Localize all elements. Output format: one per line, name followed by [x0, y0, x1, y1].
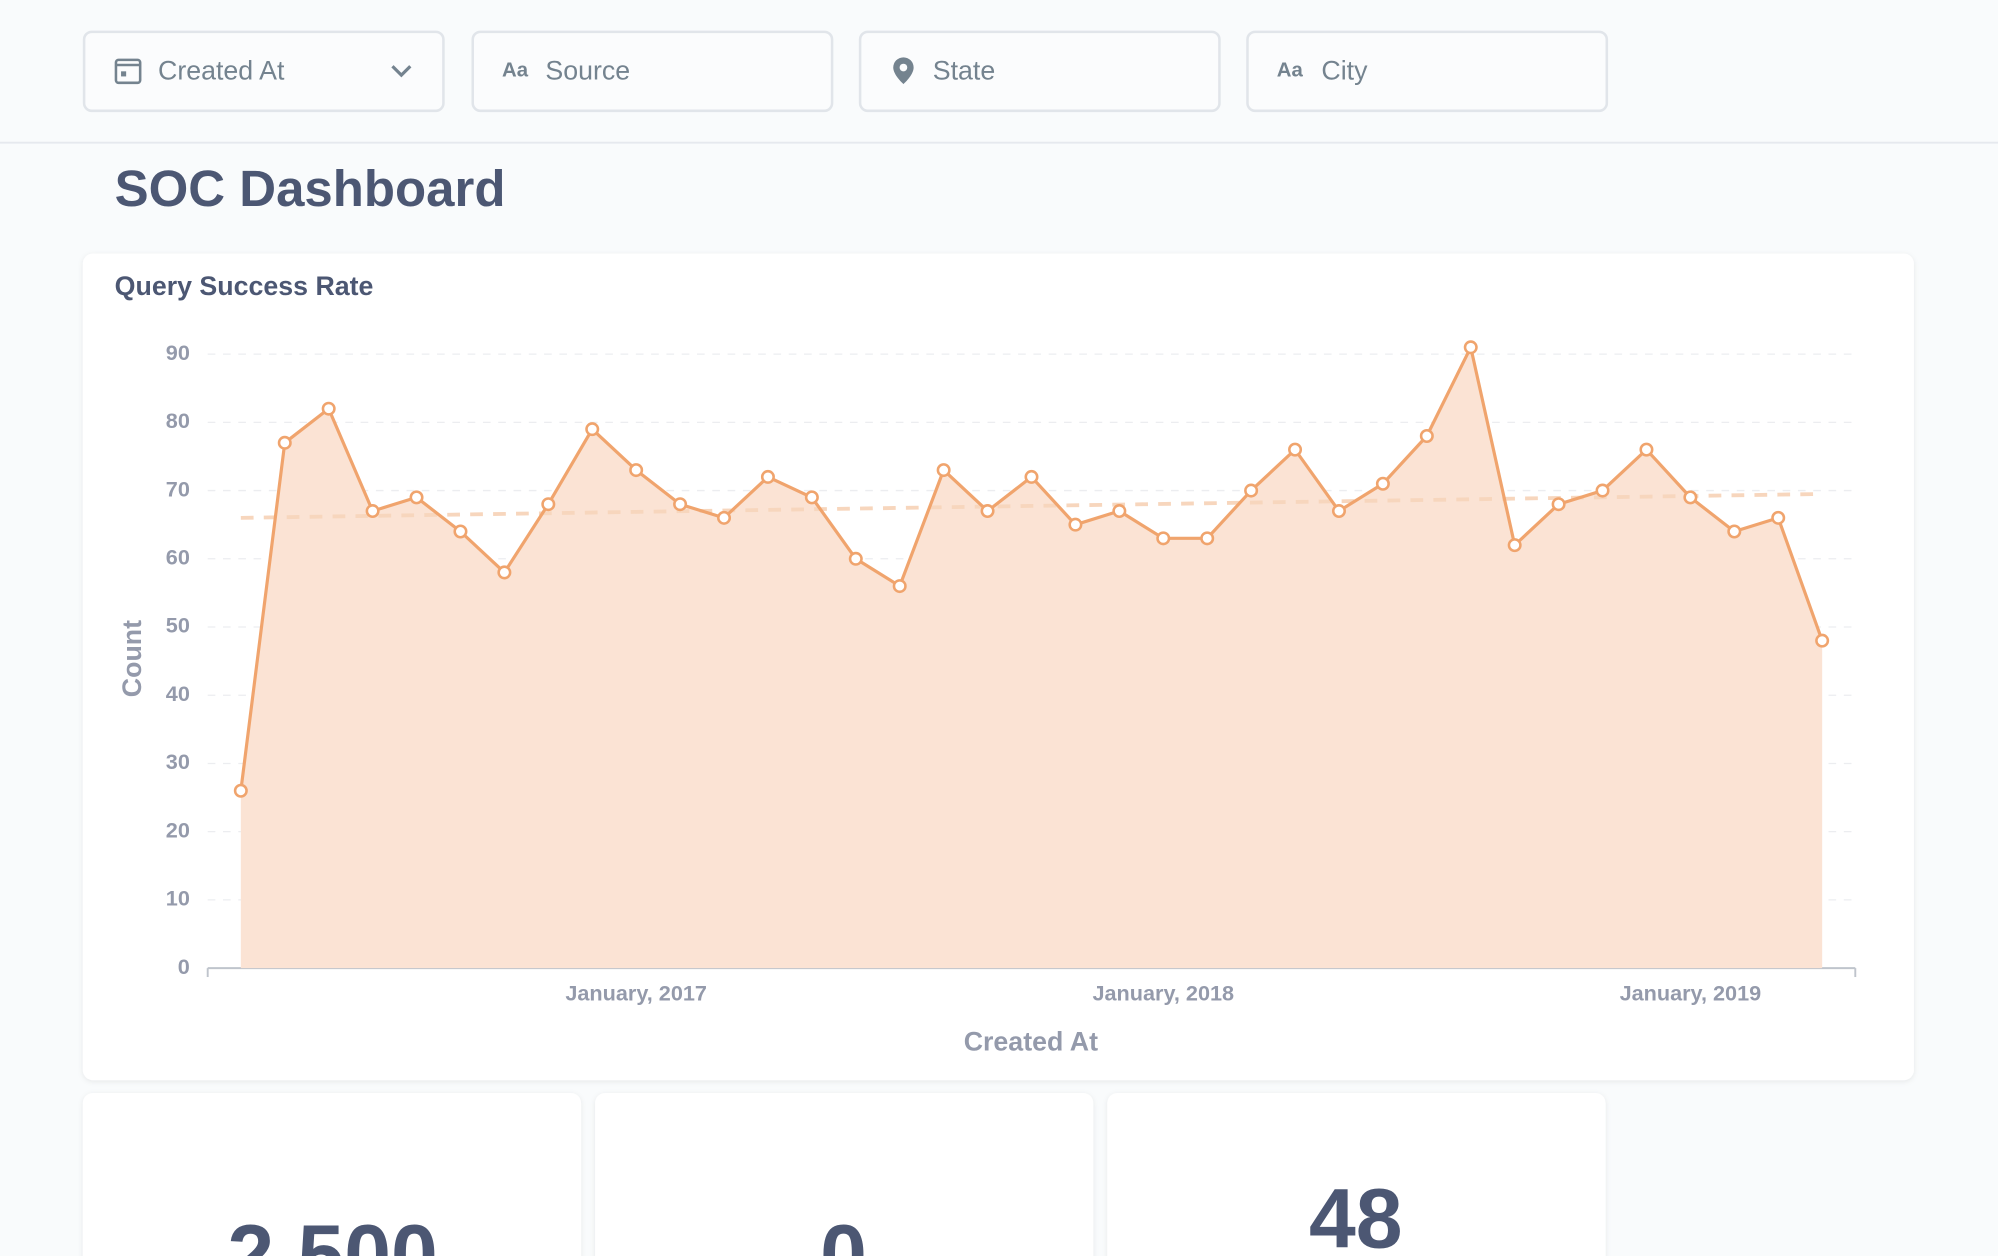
- filter-box[interactable]: [1246, 30, 1609, 113]
- x-tick-label: January, 2018: [1092, 981, 1234, 1006]
- y-axis-label: Count: [117, 620, 147, 697]
- filter-box[interactable]: [858, 30, 1221, 113]
- point: [1068, 517, 1083, 532]
- calendar-icon-dot: [121, 71, 127, 77]
- y-tick-label: 0: [178, 954, 190, 979]
- filter-source[interactable]: Aa Source: [471, 30, 834, 113]
- y-tick-label: 60: [166, 545, 190, 570]
- point: [321, 401, 336, 416]
- point: [892, 579, 907, 594]
- point: [1331, 504, 1346, 519]
- point: [1551, 497, 1566, 512]
- text-icon: Aa: [1277, 60, 1304, 82]
- x-axis-label: Created At: [964, 1026, 1098, 1056]
- y-tick-label: 50: [166, 613, 190, 638]
- point: [1771, 510, 1786, 525]
- point: [673, 497, 688, 512]
- point: [1595, 483, 1610, 498]
- point: [1244, 483, 1259, 498]
- point: [365, 504, 380, 519]
- filter-box[interactable]: [82, 30, 445, 113]
- point: [1463, 340, 1478, 355]
- plot: 0 10 20 30 40 50 60 70 80 90 January, 2017 January,…: [166, 340, 1857, 1006]
- point: [1507, 538, 1522, 553]
- point: [629, 463, 644, 478]
- scalar-card: [82, 1092, 582, 1256]
- point: [1683, 490, 1698, 505]
- point: [760, 469, 775, 484]
- point: [1419, 428, 1434, 443]
- filter-box[interactable]: [471, 30, 834, 113]
- point: [1639, 442, 1654, 457]
- filter-label[interactable]: Source: [545, 56, 630, 86]
- dashboard-title: SOC Dashboard: [115, 160, 506, 217]
- point: [848, 551, 863, 566]
- chart-title[interactable]: Query Success Rate: [115, 271, 374, 301]
- point: [1112, 504, 1127, 519]
- point: [804, 490, 819, 505]
- scalar-card: [595, 1092, 1094, 1256]
- point: [453, 524, 468, 539]
- y-tick-label: 70: [166, 476, 190, 501]
- filter-label[interactable]: City: [1321, 56, 1368, 86]
- point: [1288, 442, 1303, 457]
- y-tick-label: 90: [166, 340, 190, 365]
- y-tick-label: 10: [166, 886, 190, 911]
- y-tick-label: 20: [166, 817, 190, 842]
- x-tick-label: January, 2019: [1620, 981, 1762, 1006]
- point: [409, 490, 424, 505]
- point: [1156, 531, 1171, 546]
- point: [585, 422, 600, 437]
- scalar-value: 2,500: [227, 1207, 437, 1256]
- x-tick-label: January, 2017: [565, 981, 707, 1006]
- point: [936, 463, 951, 478]
- point: [541, 497, 556, 512]
- point: [1024, 469, 1039, 484]
- point: [1375, 476, 1390, 491]
- point: [1727, 524, 1742, 539]
- point: [1200, 531, 1215, 546]
- point: [980, 504, 995, 519]
- point: [717, 510, 732, 525]
- scalar-card: [1107, 1092, 1606, 1256]
- filter-created-at[interactable]: Created At: [82, 30, 445, 113]
- filter-label[interactable]: State: [933, 56, 995, 86]
- calendar-icon: [114, 58, 142, 85]
- y-tick-label: 40: [166, 681, 190, 706]
- pin-icon-hole: [899, 63, 908, 72]
- filter-label[interactable]: Created At: [158, 56, 285, 86]
- chevron[interactable]: [391, 65, 412, 78]
- point: [1815, 633, 1830, 648]
- filter-state[interactable]: State: [858, 30, 1221, 113]
- filter-city[interactable]: Aa City: [1246, 30, 1609, 113]
- text-icon: Aa: [502, 60, 529, 82]
- scalar-value: 48: [1309, 1172, 1403, 1256]
- point: [277, 435, 292, 450]
- scalar-value: 0: [820, 1207, 867, 1256]
- y-tick-label: 80: [166, 408, 190, 433]
- point: [497, 565, 512, 580]
- area: [240, 347, 1823, 969]
- point: [233, 783, 248, 798]
- y-tick-label: 30: [166, 749, 190, 774]
